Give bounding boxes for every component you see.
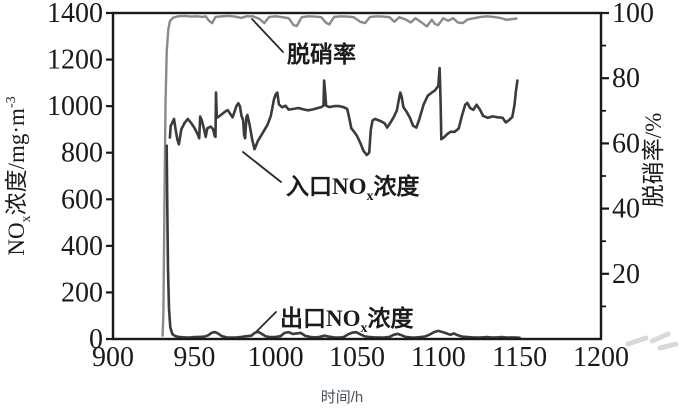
y-right-tick-label: 100 bbox=[612, 0, 654, 29]
y-left-tick-label: 800 bbox=[61, 138, 103, 169]
outlet-label: 出口NOx浓度 bbox=[280, 305, 415, 336]
series-inlet-nox bbox=[168, 66, 519, 157]
y-right-axis-title: 脱硝率/% bbox=[641, 113, 666, 208]
y-left-axis-title: NOx浓度/mg·m-3 bbox=[4, 96, 34, 255]
x-tick-label: 950 bbox=[173, 342, 215, 373]
outlet-label-leader-line bbox=[256, 311, 277, 332]
y-right-tick-label: 20 bbox=[612, 259, 640, 290]
series-outlet-nox bbox=[165, 144, 522, 340]
x-axis-title: 时间/h bbox=[321, 389, 364, 406]
y-left-tick-label: 1200 bbox=[47, 45, 103, 76]
y-left-tick-label: 400 bbox=[61, 231, 103, 262]
x-tick-label: 1050 bbox=[329, 342, 385, 373]
y-left-tick-label: 600 bbox=[61, 184, 103, 215]
y-left-tick-label: 1400 bbox=[47, 0, 103, 29]
x-tick-label: 1100 bbox=[411, 342, 466, 373]
x-tick-label: 1200 bbox=[573, 342, 629, 373]
x-tick-label: 900 bbox=[92, 342, 134, 373]
rate-label: 脱硝率 bbox=[287, 41, 356, 67]
x-tick-label: 1150 bbox=[492, 342, 547, 373]
inlet-label-leader-line bbox=[242, 151, 282, 183]
watermark-artifact bbox=[657, 341, 679, 351]
series-denox-rate bbox=[161, 14, 518, 337]
inlet-label: 入口NOx浓度 bbox=[286, 173, 421, 204]
watermark-artifact bbox=[625, 335, 649, 347]
rate-label-leader-line bbox=[251, 18, 284, 53]
y-right-tick-label: 80 bbox=[612, 63, 640, 94]
x-tick-label: 1000 bbox=[248, 342, 304, 373]
y-left-tick-label: 1000 bbox=[47, 91, 103, 122]
y-right-tick-label: 60 bbox=[612, 128, 640, 159]
watermark-artifact bbox=[649, 331, 671, 344]
y-left-tick-label: 0 bbox=[89, 324, 103, 355]
y-right-tick-label: 40 bbox=[612, 194, 640, 225]
y-left-tick-label: 200 bbox=[61, 277, 103, 308]
